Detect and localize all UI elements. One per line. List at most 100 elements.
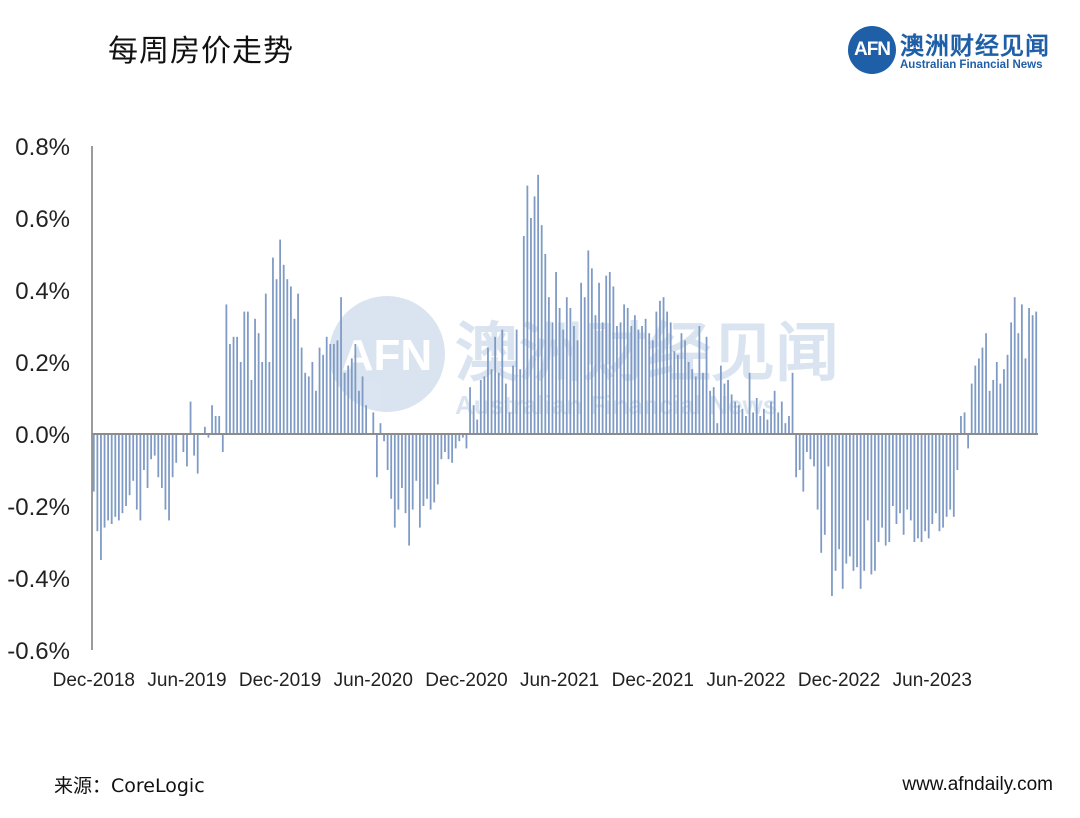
y-tick-label: 0.4% bbox=[15, 278, 70, 305]
bar bbox=[762, 408, 765, 434]
bar bbox=[275, 279, 278, 434]
bar bbox=[522, 236, 525, 434]
bar bbox=[361, 376, 364, 434]
bar bbox=[838, 434, 841, 550]
bar bbox=[422, 434, 425, 506]
bar bbox=[741, 408, 744, 434]
bar bbox=[730, 394, 733, 434]
bar bbox=[322, 354, 325, 434]
bar bbox=[444, 434, 446, 452]
bar bbox=[401, 434, 403, 488]
bar bbox=[447, 434, 450, 460]
bar bbox=[752, 412, 755, 434]
bar bbox=[562, 329, 565, 434]
bar bbox=[100, 434, 102, 560]
bar bbox=[189, 401, 192, 434]
bar bbox=[691, 369, 694, 434]
bar bbox=[350, 358, 353, 434]
bar bbox=[748, 372, 751, 434]
bar bbox=[608, 272, 611, 434]
bar bbox=[426, 434, 428, 499]
bar bbox=[225, 304, 228, 434]
bar bbox=[1006, 354, 1009, 434]
bar bbox=[709, 390, 712, 434]
bar bbox=[813, 434, 815, 467]
bar bbox=[1035, 311, 1038, 434]
bar bbox=[246, 311, 249, 434]
bar bbox=[315, 390, 317, 434]
bar bbox=[107, 434, 110, 521]
bar bbox=[712, 387, 715, 434]
bar bbox=[558, 308, 561, 434]
bar bbox=[963, 412, 966, 434]
weekly-house-price-chart: AFN 澳洲财经见闻 Australian Financial News 0.8… bbox=[7, 134, 1038, 691]
bar bbox=[619, 322, 622, 434]
bar bbox=[723, 383, 726, 434]
bar bbox=[895, 434, 898, 524]
bar bbox=[917, 434, 919, 539]
bar bbox=[927, 434, 930, 539]
bar bbox=[687, 362, 690, 434]
bar bbox=[229, 344, 231, 434]
bar bbox=[325, 336, 328, 434]
bar bbox=[952, 434, 955, 517]
y-tick-label: -0.6% bbox=[7, 638, 70, 665]
bar bbox=[171, 434, 174, 478]
website-link[interactable]: www.afndaily.com bbox=[902, 774, 1053, 795]
bar bbox=[512, 365, 514, 434]
bar bbox=[261, 362, 264, 434]
bar bbox=[293, 318, 296, 434]
x-tick-label: Dec-2020 bbox=[425, 670, 507, 691]
bar bbox=[193, 434, 196, 456]
bar bbox=[175, 434, 178, 463]
bar bbox=[945, 434, 948, 517]
watermark-logo-chinese: 澳洲财经见闻 bbox=[455, 317, 839, 391]
bar bbox=[1028, 308, 1030, 434]
bar bbox=[504, 383, 507, 434]
bar bbox=[304, 372, 307, 434]
bar bbox=[508, 412, 511, 434]
bar bbox=[411, 434, 414, 510]
bar bbox=[551, 322, 554, 434]
bar bbox=[451, 434, 454, 463]
bar bbox=[874, 434, 876, 571]
bar bbox=[135, 434, 138, 510]
bar bbox=[476, 419, 479, 434]
bar bbox=[992, 380, 995, 434]
bar bbox=[884, 434, 887, 546]
bar bbox=[365, 405, 368, 434]
bar bbox=[418, 434, 421, 528]
bar bbox=[479, 380, 482, 434]
bar bbox=[483, 376, 486, 434]
bar bbox=[415, 434, 418, 481]
bar bbox=[809, 434, 812, 460]
bar bbox=[182, 434, 185, 452]
bar bbox=[630, 326, 633, 434]
bar bbox=[393, 434, 396, 528]
watermark-logo-mark-text: AFN bbox=[342, 331, 432, 380]
bar bbox=[168, 434, 170, 521]
x-tick-label: Jun-2022 bbox=[706, 670, 785, 691]
bar bbox=[436, 434, 439, 485]
bar bbox=[533, 196, 536, 434]
bar bbox=[311, 362, 314, 434]
afn-logo-english: Australian Financial News bbox=[900, 59, 1043, 71]
bar bbox=[773, 390, 776, 434]
bar bbox=[1003, 369, 1005, 434]
bar bbox=[497, 372, 500, 434]
bar bbox=[347, 365, 350, 434]
bar bbox=[555, 272, 557, 434]
bar bbox=[196, 434, 199, 474]
bar bbox=[881, 434, 884, 528]
bar bbox=[494, 336, 497, 434]
bar bbox=[856, 434, 858, 568]
bar bbox=[279, 239, 282, 434]
bar bbox=[587, 250, 590, 434]
bar bbox=[243, 311, 246, 434]
source-note: 来源：CoreLogic bbox=[54, 775, 205, 797]
bar bbox=[960, 416, 962, 434]
bar bbox=[160, 434, 163, 488]
bar bbox=[300, 347, 303, 434]
bar bbox=[866, 434, 869, 521]
bar bbox=[207, 434, 210, 438]
